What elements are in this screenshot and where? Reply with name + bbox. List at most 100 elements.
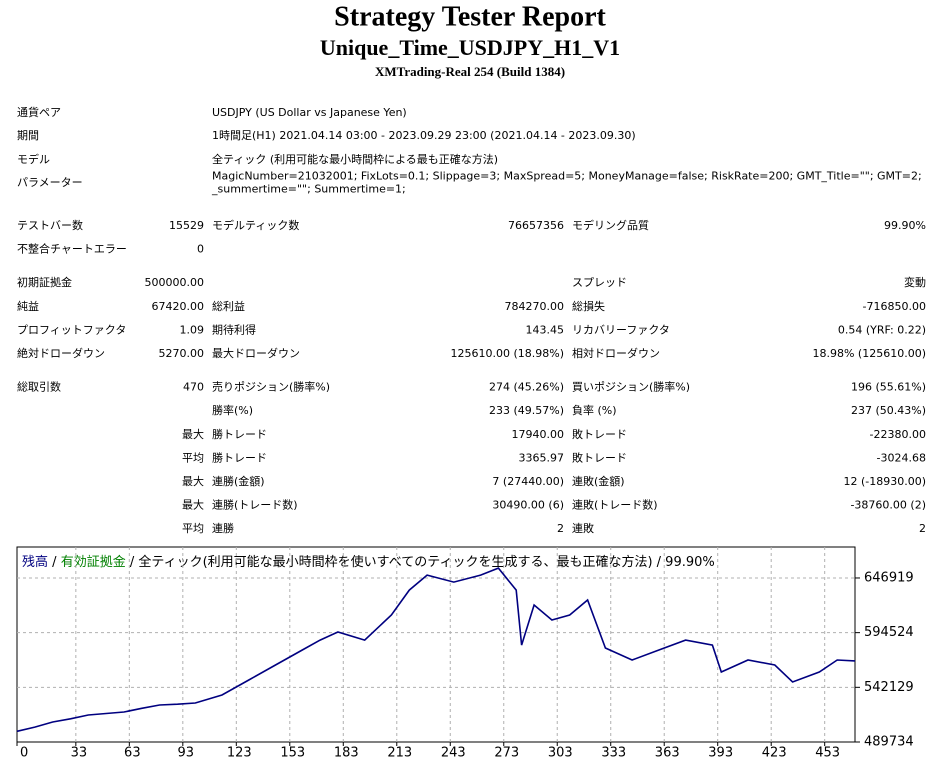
x-tick-label: 393	[708, 746, 733, 761]
stat-label: モデリング品質	[572, 218, 649, 232]
stat-label: 勝トレード	[212, 427, 267, 441]
stat-label: 売りポジション(勝率%)	[212, 380, 330, 394]
stat-value: 3365.97	[519, 451, 565, 464]
stat-label: 不整合チャートエラー	[17, 242, 127, 256]
stat-value: -3024.68	[877, 451, 926, 464]
stat-value: 12 (-18930.00)	[843, 475, 926, 488]
info-value: _summertime=""; Summertime=1;	[211, 183, 406, 196]
x-tick-label: 213	[387, 746, 412, 761]
stat-value: 1.09	[180, 323, 205, 336]
stat-value: 237 (50.43%)	[851, 404, 926, 417]
stat-label: テストバー数	[17, 219, 83, 232]
stat-value: 7 (27440.00)	[492, 475, 564, 488]
separator: /	[130, 555, 135, 570]
stat-label: スプレッド	[572, 276, 627, 289]
chart-description: 全ティック(利用可能な最小時間枠を使いすべてのティックを生成する、最も正確な方法…	[138, 554, 714, 570]
y-tick-label: 542129	[864, 680, 914, 695]
legend-balance: 残高	[22, 554, 48, 570]
stat-value: 17940.00	[512, 428, 565, 441]
stat-label: 連勝(トレード数)	[212, 498, 298, 512]
stat-value: 平均	[182, 451, 204, 464]
stat-value: 2	[557, 522, 564, 535]
stat-value: 76657356	[508, 219, 564, 232]
x-tick-label: 183	[334, 746, 359, 761]
report-build: XMTrading-Real 254 (Build 1384)	[375, 64, 565, 79]
stat-value: 233 (49.57%)	[489, 404, 564, 417]
x-tick-label: 423	[762, 746, 787, 761]
report-title: Strategy Tester Report	[334, 1, 606, 32]
info-label: 期間	[17, 129, 39, 142]
y-tick-label: 594524	[864, 625, 914, 640]
stat-label: 連敗	[572, 521, 594, 535]
stat-label: 連勝	[212, 521, 234, 535]
stat-value: 500000.00	[145, 276, 205, 289]
stat-label: 最大ドローダウン	[212, 346, 300, 360]
x-tick-label: 363	[655, 746, 680, 761]
chart: 残高 / 有効証拠金 / 全ティック(利用可能な最小時間枠を使いすべてのティック…	[16, 547, 914, 761]
stat-value: 99.90%	[884, 219, 926, 232]
stat-label: プロフィットファクタ	[17, 323, 126, 336]
stat-value: 0	[197, 243, 204, 256]
stat-value: 125610.00 (18.98%)	[450, 347, 564, 360]
stat-label: 敗トレード	[572, 450, 627, 464]
stat-value: 196 (55.61%)	[851, 381, 926, 394]
stat-value: 最大	[182, 498, 204, 512]
chart-title: 残高 / 有効証拠金 / 全ティック(利用可能な最小時間枠を使いすべてのティック…	[22, 554, 715, 570]
stat-label: 総損失	[572, 299, 605, 313]
stat-label: 総取引数	[17, 380, 61, 394]
x-tick-label: 33	[71, 746, 88, 761]
stat-value: 15529	[169, 219, 204, 232]
separator: /	[52, 555, 57, 570]
x-tick-label: 453	[815, 746, 840, 761]
stat-label: 初期証拠金	[17, 275, 72, 289]
stat-label: 買いポジション(勝率%)	[572, 380, 690, 394]
x-tick-label: 123	[227, 746, 252, 761]
x-tick-label: 153	[280, 746, 305, 761]
stat-label: 総利益	[212, 299, 245, 313]
info-value: MagicNumber=21032001; FixLots=0.1; Slipp…	[212, 170, 922, 183]
info-label: 通貨ペア	[17, 105, 61, 119]
stat-label: モデルティック数	[212, 218, 299, 232]
stat-label: 負率 (%)	[572, 403, 617, 417]
stat-value: 67420.00	[152, 300, 205, 313]
stat-value: 5270.00	[159, 347, 205, 360]
stat-value: 18.98% (125610.00)	[812, 347, 926, 360]
stat-label: 純益	[17, 299, 39, 313]
info-value: 1時間足(H1) 2021.04.14 03:00 - 2023.09.29 2…	[212, 129, 636, 142]
stat-value: 2	[919, 522, 926, 535]
stat-value: -716850.00	[863, 300, 926, 313]
x-tick-label: 63	[124, 746, 141, 761]
balance-line	[16, 567, 856, 733]
stat-value: 470	[183, 381, 204, 394]
legend-equity: 有効証拠金	[61, 554, 126, 570]
x-tick-label: 333	[601, 746, 626, 761]
stat-label: 連敗(トレード数)	[572, 498, 658, 512]
stat-label: 絶対ドローダウン	[17, 346, 105, 360]
info-label: パラメーター	[17, 176, 83, 189]
stat-value: 最大	[182, 474, 204, 488]
stat-value: 変動	[904, 275, 926, 289]
stat-label: 勝トレード	[212, 450, 267, 464]
stat-label: リカバリーファクタ	[572, 323, 670, 336]
stat-value: 274 (45.26%)	[489, 381, 564, 394]
stat-value: 784270.00	[505, 300, 565, 313]
x-tick-label: 93	[178, 746, 195, 761]
stat-value: 0.54 (YRF: 0.22)	[838, 323, 926, 336]
stat-value: 30490.00 (6)	[492, 499, 564, 512]
report-subtitle: Unique_Time_USDJPY_H1_V1	[320, 35, 620, 60]
y-tick-label: 646919	[864, 570, 914, 585]
x-tick-label: 273	[494, 746, 519, 761]
stat-label: 連敗(金額)	[572, 474, 625, 488]
x-tick-label: 243	[441, 746, 466, 761]
stat-label: 敗トレード	[572, 427, 627, 441]
stat-label: 期待利得	[212, 322, 256, 336]
stat-label: 連勝(金額)	[212, 474, 265, 488]
stat-label: 勝率(%)	[212, 403, 253, 417]
info-label: モデル	[17, 152, 50, 166]
stat-value: -38760.00 (2)	[850, 499, 926, 512]
stat-value: 最大	[182, 427, 204, 441]
x-tick-label: 303	[548, 746, 573, 761]
chart-frame	[16, 546, 856, 743]
stat-label: 相対ドローダウン	[572, 346, 660, 360]
